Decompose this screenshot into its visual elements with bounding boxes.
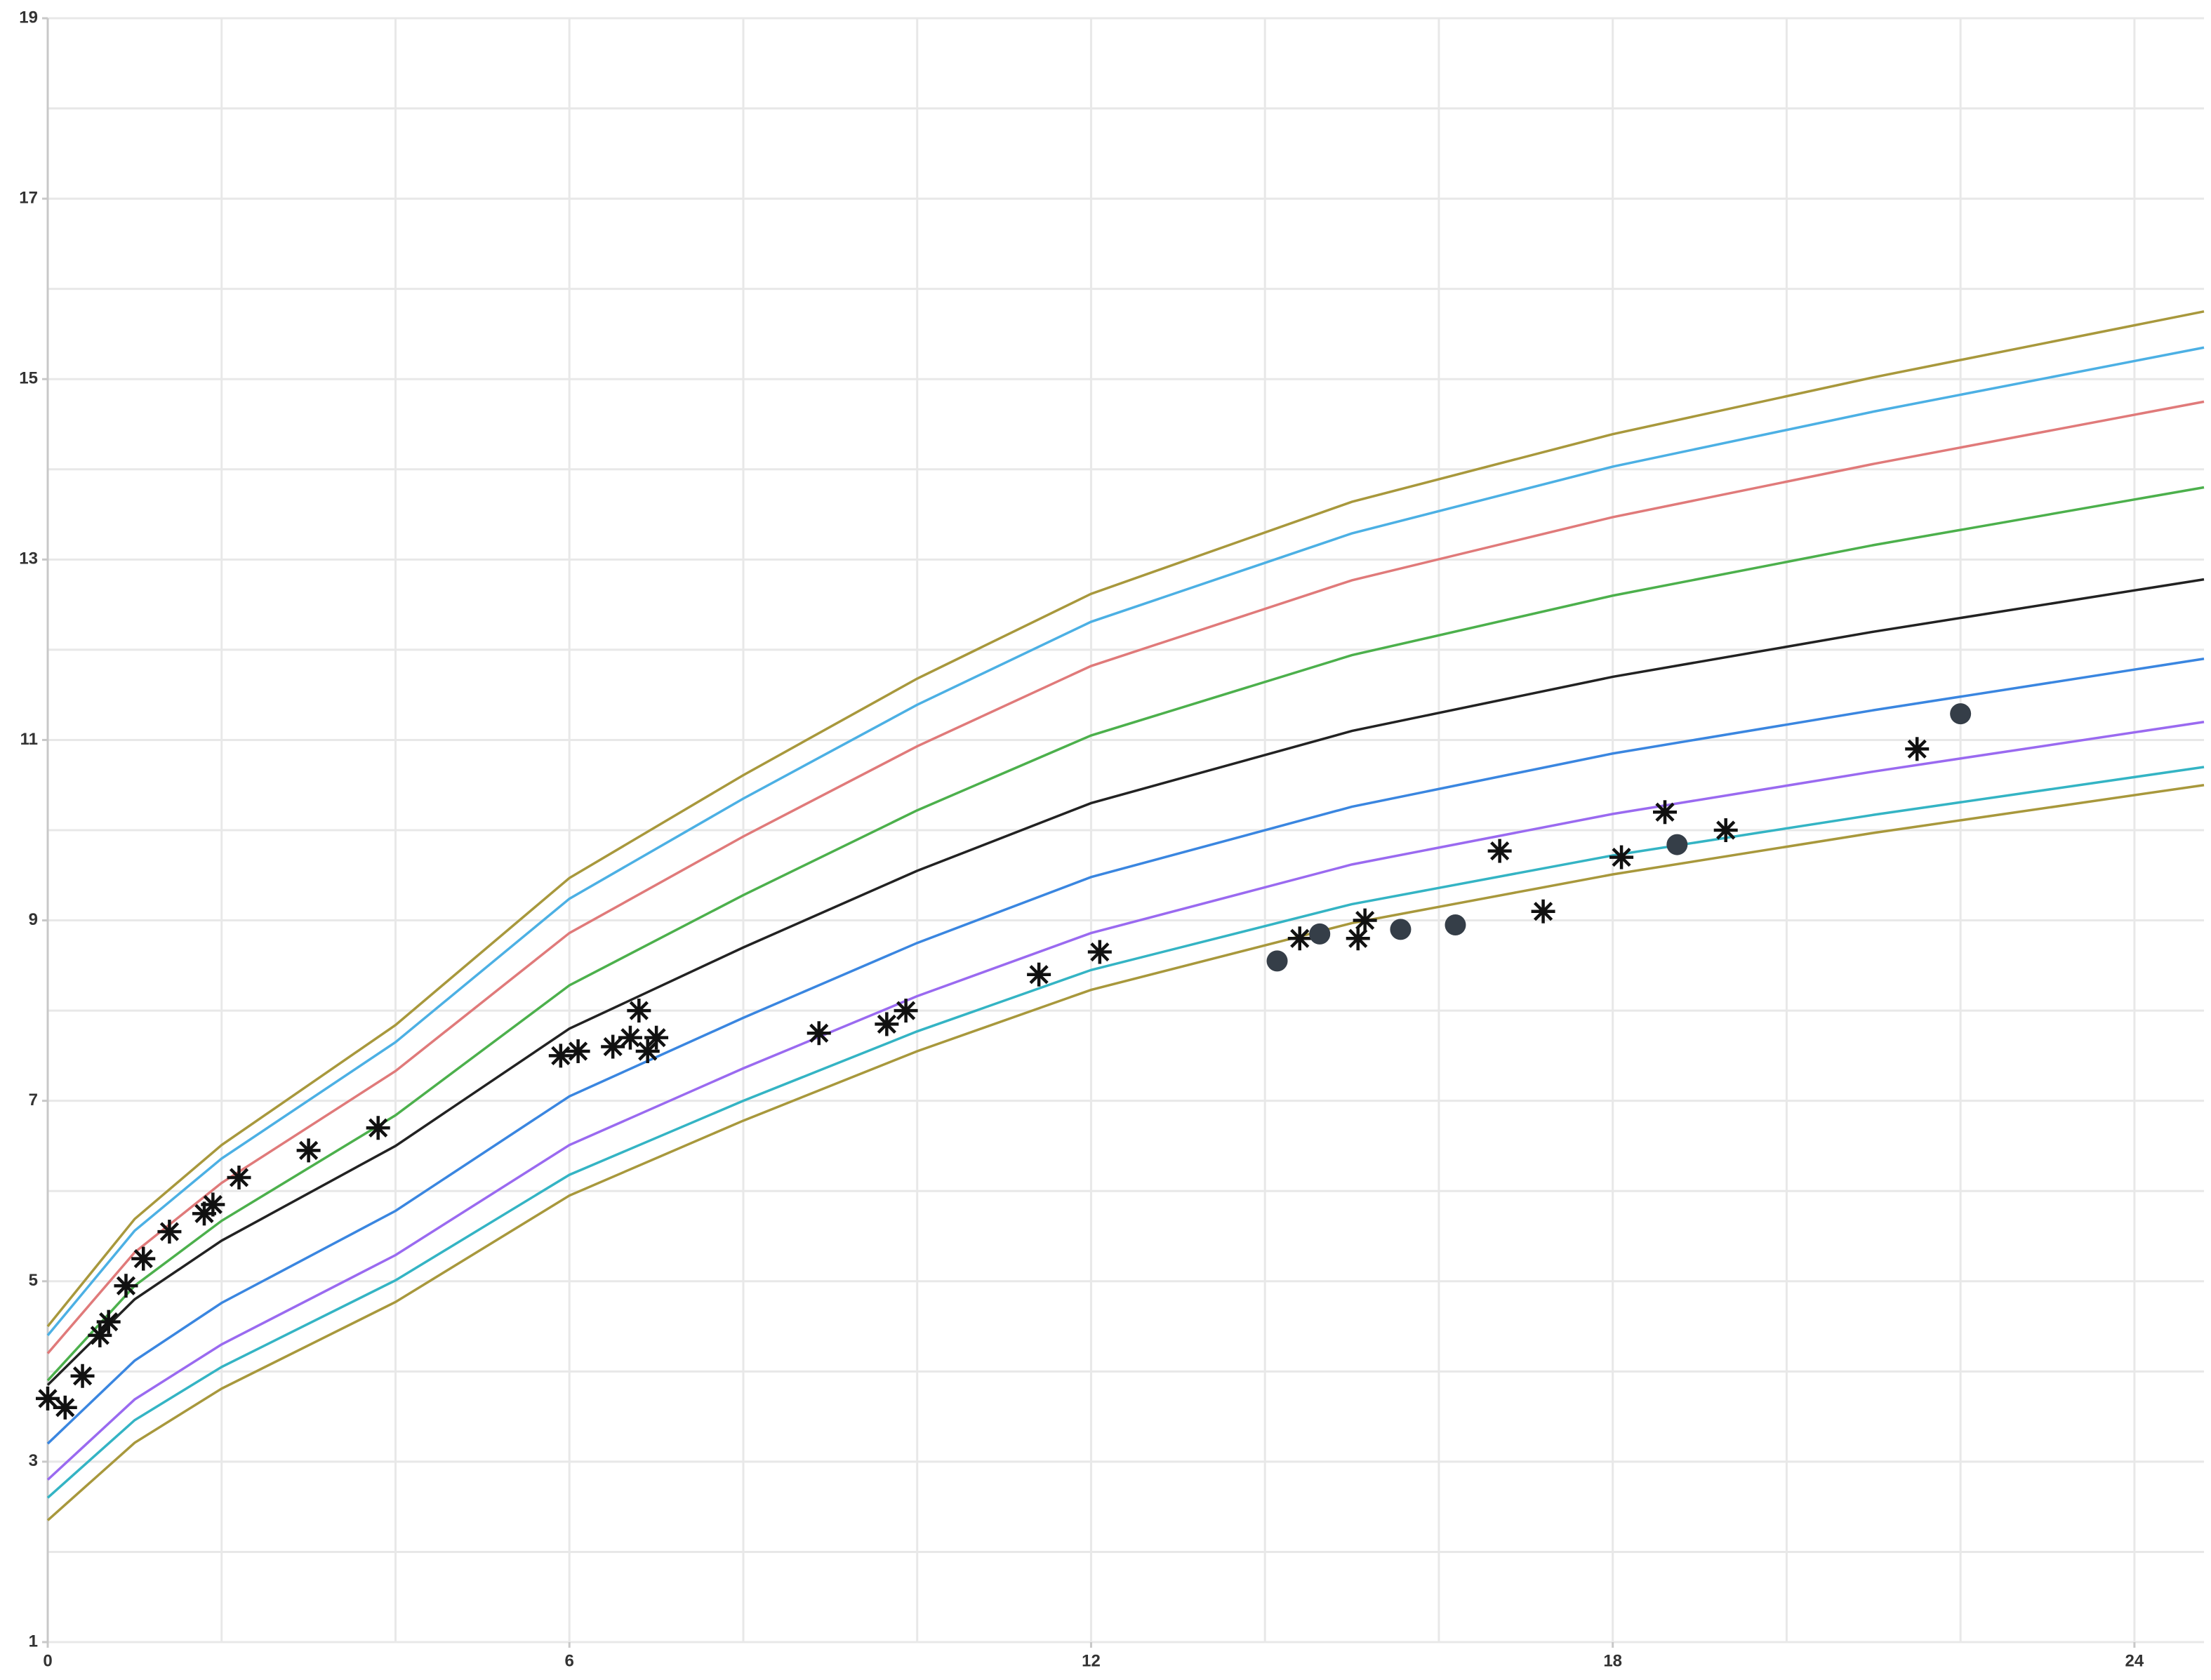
percentile-line xyxy=(46,486,2205,1382)
asterisk-stroke xyxy=(1907,739,1927,759)
percentile-line xyxy=(46,310,2205,1328)
data-point xyxy=(875,1012,899,1036)
y-tick-label: 13 xyxy=(19,549,38,568)
data-point xyxy=(131,1246,156,1271)
y-tick-label: 17 xyxy=(19,188,38,207)
data-point xyxy=(1346,926,1370,951)
data-point xyxy=(201,1192,225,1217)
asterisk-stroke xyxy=(603,1036,623,1057)
data-point xyxy=(1666,834,1688,855)
data-point xyxy=(157,1220,182,1244)
data-point xyxy=(70,1364,95,1388)
asterisk-stroke xyxy=(1533,902,1553,921)
data-point xyxy=(296,1138,321,1163)
asterisk-stroke xyxy=(229,1168,249,1187)
data-point xyxy=(806,1021,831,1046)
asterisk-stroke xyxy=(1655,802,1675,822)
asterisk-stroke xyxy=(133,1249,153,1269)
asterisk-stroke xyxy=(629,1001,649,1020)
y-tick-label: 5 xyxy=(29,1271,38,1290)
asterisk-stroke xyxy=(90,1326,109,1345)
data-point xyxy=(366,1116,390,1140)
x-tick-label: 12 xyxy=(1082,1651,1101,1670)
data-point xyxy=(1266,950,1288,972)
asterisk-stroke xyxy=(159,1222,180,1241)
asterisk-stroke xyxy=(203,1194,223,1215)
asterisk-stroke xyxy=(569,1041,588,1061)
data-point xyxy=(1653,800,1677,825)
asterisk-stroke xyxy=(99,1312,119,1332)
x-tick-label: 24 xyxy=(2125,1651,2144,1670)
data-point xyxy=(227,1165,251,1189)
y-tick-label: 3 xyxy=(29,1451,38,1470)
asterisk-stroke xyxy=(620,1028,640,1048)
asterisk-stroke xyxy=(368,1118,388,1138)
data-point xyxy=(1027,962,1051,987)
data-point xyxy=(1309,923,1331,945)
data-point xyxy=(53,1395,77,1420)
asterisk-stroke xyxy=(55,1398,75,1418)
data-point xyxy=(1713,818,1738,842)
y-tick-label: 15 xyxy=(19,369,38,388)
percentile-line xyxy=(46,658,2205,1445)
percentile-line xyxy=(46,783,2205,1521)
percentile-line xyxy=(46,766,2205,1499)
data-point xyxy=(627,999,651,1023)
data-point xyxy=(1087,940,1112,964)
data-point xyxy=(1531,899,1555,924)
x-tick-label: 6 xyxy=(565,1651,574,1670)
data-point xyxy=(1445,914,1466,935)
y-tick-label: 9 xyxy=(29,910,38,929)
percentile-line xyxy=(46,346,2205,1337)
asterisk-stroke xyxy=(646,1028,666,1048)
asterisk-stroke xyxy=(638,1041,658,1061)
data-point xyxy=(36,1386,60,1411)
asterisk-stroke xyxy=(1348,928,1368,948)
percentile-line xyxy=(46,578,2205,1386)
data-point xyxy=(1609,845,1634,869)
y-tick-label: 11 xyxy=(20,730,38,749)
asterisk-stroke xyxy=(38,1389,58,1408)
data-point xyxy=(566,1039,590,1063)
percentile-line xyxy=(46,400,2205,1354)
data-point xyxy=(1950,703,1972,725)
asterisk-stroke xyxy=(299,1140,319,1160)
data-point xyxy=(618,1025,642,1050)
asterisk-stroke xyxy=(1612,847,1631,867)
asterisk-stroke xyxy=(1090,942,1110,962)
y-tick-label: 7 xyxy=(29,1091,38,1109)
data-point xyxy=(114,1274,138,1298)
y-tick-label: 1 xyxy=(29,1632,38,1651)
x-tick-label: 0 xyxy=(43,1651,52,1670)
y-tick-label: 19 xyxy=(19,8,38,27)
data-point xyxy=(1487,839,1512,863)
asterisk-stroke xyxy=(116,1276,136,1295)
asterisk-stroke xyxy=(1490,841,1510,861)
asterisk-stroke xyxy=(809,1023,829,1043)
asterisk-stroke xyxy=(1716,820,1736,840)
asterisk-stroke xyxy=(877,1014,896,1034)
asterisk-stroke xyxy=(1029,965,1049,985)
data-point xyxy=(644,1025,669,1050)
data-point xyxy=(96,1309,121,1334)
data-point xyxy=(635,1039,660,1063)
data-point xyxy=(88,1323,112,1347)
data-point xyxy=(1287,926,1312,951)
x-tick-label: 18 xyxy=(1603,1651,1622,1670)
asterisk-stroke xyxy=(1290,928,1310,948)
data-point xyxy=(894,999,918,1023)
asterisk-stroke xyxy=(1355,910,1375,931)
data-point xyxy=(548,1044,573,1068)
data-point xyxy=(1353,908,1377,933)
asterisk-stroke xyxy=(896,1001,916,1020)
data-point xyxy=(601,1034,625,1059)
data-point xyxy=(1390,919,1412,940)
asterisk-stroke xyxy=(72,1366,93,1386)
data-point xyxy=(1905,737,1930,761)
